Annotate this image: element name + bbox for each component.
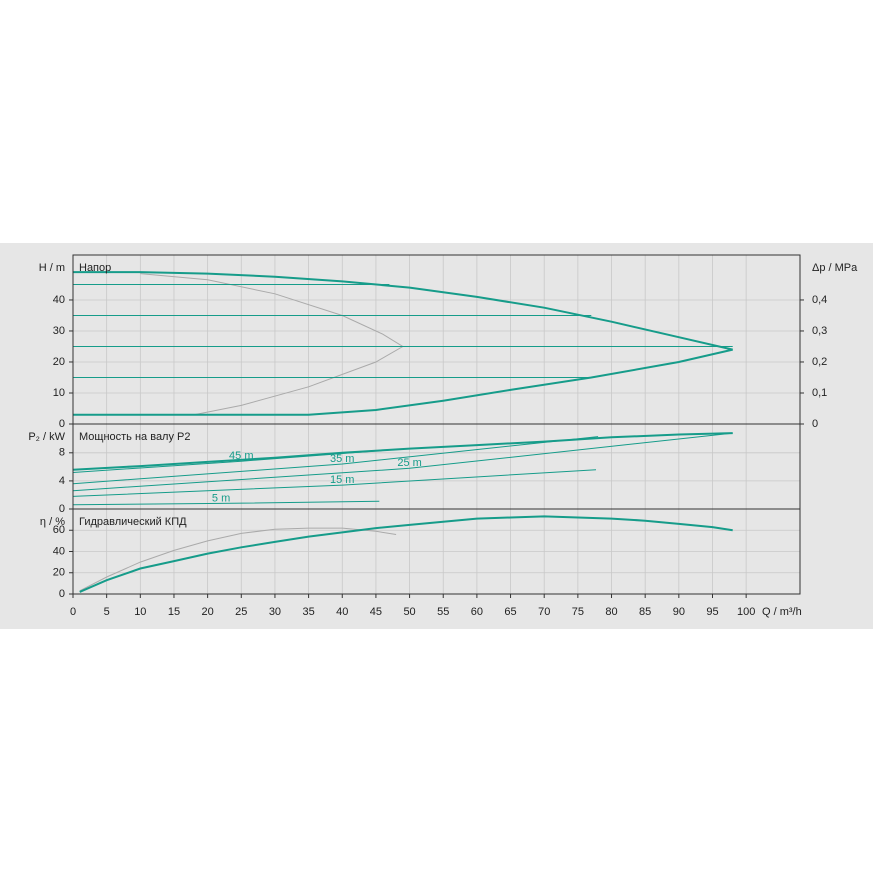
- y-tick-label: 60: [53, 524, 65, 536]
- curve: [79, 527, 397, 592]
- curve: [79, 515, 733, 593]
- y-tick-label: 8: [59, 447, 65, 459]
- curve: [73, 271, 733, 351]
- x-tick-label: 15: [168, 606, 180, 618]
- y2-tick-label: 0,3: [812, 325, 827, 337]
- x-tick-label: 10: [134, 606, 146, 618]
- y-axis-label: η / %: [40, 516, 65, 528]
- x-tick-label: 25: [235, 606, 247, 618]
- curve: [72, 449, 390, 473]
- y-tick-label: 40: [53, 545, 65, 557]
- y-tick-label: 0: [59, 418, 65, 430]
- x-tick-label: 20: [202, 606, 214, 618]
- y2-tick-label: 0,1: [812, 387, 827, 399]
- y2-tick-label: 0,2: [812, 356, 827, 368]
- curve-label: 35 m: [330, 453, 354, 465]
- x-axis-label: Q / m³/h: [762, 606, 802, 618]
- y2-axis-label: Δp / MPa: [812, 262, 858, 274]
- x-tick-label: 80: [605, 606, 617, 618]
- x-tick-label: 95: [706, 606, 718, 618]
- x-tick-label: 30: [269, 606, 281, 618]
- y-tick-label: 20: [53, 356, 65, 368]
- panel-title: Гидравлический КПД: [79, 516, 187, 528]
- panel-title: Мощность на валу P2: [79, 431, 191, 443]
- y-axis-label: H / m: [39, 262, 65, 274]
- curve-label: 15 m: [330, 474, 354, 486]
- x-tick-label: 85: [639, 606, 651, 618]
- x-tick-label: 90: [673, 606, 685, 618]
- y-tick-label: 4: [59, 475, 65, 487]
- x-tick-label: 40: [336, 606, 348, 618]
- y-tick-label: 10: [53, 387, 65, 399]
- curve: [72, 432, 733, 471]
- x-tick-label: 70: [538, 606, 550, 618]
- x-tick-label: 100: [737, 606, 755, 618]
- y2-tick-label: 0: [812, 418, 818, 430]
- x-tick-label: 60: [471, 606, 483, 618]
- y-tick-label: 30: [53, 325, 65, 337]
- x-tick-label: 55: [437, 606, 449, 618]
- curve: [72, 500, 380, 506]
- x-tick-label: 0: [70, 606, 76, 618]
- panel-title: Напор: [79, 262, 111, 274]
- y-tick-label: 20: [53, 567, 65, 579]
- x-tick-label: 65: [504, 606, 516, 618]
- x-tick-label: 50: [403, 606, 415, 618]
- curve-label: 25 m: [397, 457, 421, 469]
- curve: [72, 469, 597, 497]
- curve: [72, 436, 599, 485]
- y-tick-label: 40: [53, 294, 65, 306]
- curve: [140, 273, 404, 416]
- curve: [72, 432, 733, 492]
- y-tick-label: 0: [59, 588, 65, 600]
- curve-label: 5 m: [212, 492, 230, 504]
- x-tick-label: 75: [572, 606, 584, 618]
- x-tick-label: 45: [370, 606, 382, 618]
- x-tick-label: 35: [302, 606, 314, 618]
- y-tick-label: 0: [59, 503, 65, 515]
- x-tick-label: 5: [104, 606, 110, 618]
- y2-tick-label: 0,4: [812, 294, 827, 306]
- plot-border: [72, 508, 801, 595]
- curve: [73, 348, 733, 416]
- y-axis-label: P₂ / kW: [28, 431, 65, 443]
- curve-label: 45 m: [229, 450, 253, 462]
